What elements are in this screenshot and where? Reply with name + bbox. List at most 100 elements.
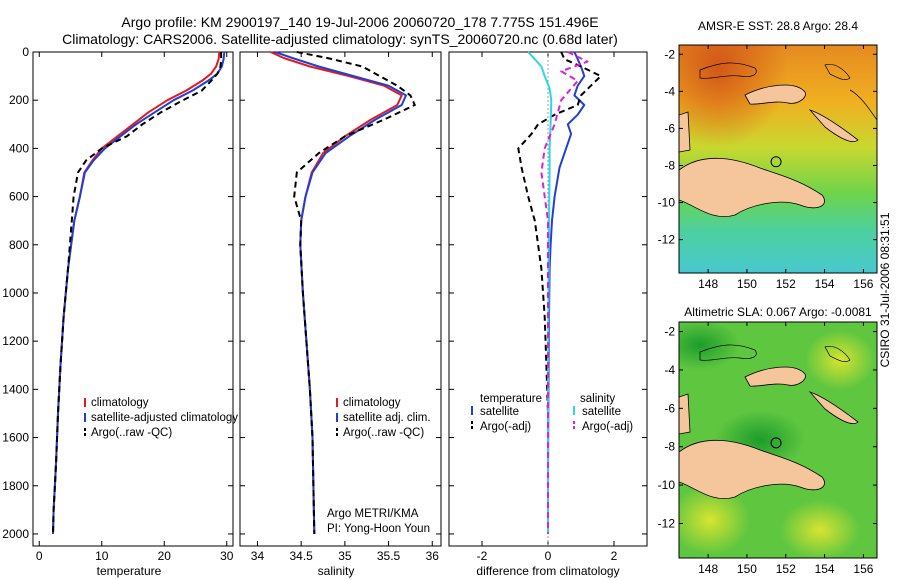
y-tick-label: 2000 <box>2 527 29 541</box>
sla-map-title: Altimetric SLA: 0.067 Argo: -0.0081 <box>684 305 872 319</box>
figure-title-line1: Argo profile: KM 2900197_140 19-Jul-2006… <box>121 14 598 30</box>
y-tick-label: 600 <box>9 190 29 204</box>
sla-map-frame <box>678 321 878 559</box>
figure-title-line2: Climatology: CARS2006. Satellite-adjuste… <box>62 31 618 47</box>
sla-map-ticks: 148 150 152 154 156 -2 -4 -6 -8 -10 -12 <box>658 322 877 576</box>
bougainville-land <box>808 391 859 424</box>
map-y-tick-label: -4 <box>664 84 675 98</box>
map-x-tick-label: 148 <box>698 562 718 576</box>
coast-outline-ireland <box>824 64 851 80</box>
legend-label-sal-argo: Argo(-adj) <box>582 421 633 433</box>
salinity-legend: climatology satellite adj. clim. Argo(..… <box>336 397 431 439</box>
temperature-ticks: 0 10 20 30 0 200 400 600 800 1000 1200 1400 1600 1800… <box>2 45 233 563</box>
new-guinea-land <box>679 157 825 217</box>
series-line-climatology <box>270 51 403 535</box>
difference-ticks: -2 0 2 <box>449 51 647 563</box>
sst-map-panel: AMSR-E SST: 28.8 Argo: 28.4 148 150 152 154… <box>658 19 878 291</box>
bougainville-land <box>808 109 859 142</box>
y-tick-label: 400 <box>9 141 29 155</box>
x-tick-label: 30 <box>220 549 234 563</box>
coast-outline <box>699 344 757 361</box>
coast-outline-ireland <box>824 346 851 362</box>
map-y-tick-label: -12 <box>658 233 676 247</box>
new-britain-land <box>744 84 806 105</box>
temperature-panel: 0 10 20 30 0 200 400 600 800 1000 1200 1400 1600 1800… <box>2 45 238 578</box>
legend-label-climatology: climatology <box>343 397 401 409</box>
legend-label-sal-satellite: satellite <box>582 406 621 418</box>
series-line-argo-raw-qc- <box>293 51 416 535</box>
legend-header-salinity: salinity <box>580 393 615 405</box>
legend-label-temp-satellite: satellite <box>480 406 519 418</box>
map-x-tick-label: 148 <box>698 277 718 291</box>
map-y-tick-label: -10 <box>658 478 676 492</box>
difference-xlabel: difference from climatology <box>476 564 619 578</box>
map-x-tick-label: 154 <box>815 562 835 576</box>
x-tick-label: 2 <box>611 549 618 563</box>
salinity-ticks: 34 34.5 35 35.5 36 <box>240 51 441 563</box>
map-y-tick-label: -2 <box>664 47 675 61</box>
credit-text: CSIRO 31-Jul-2006 08:31:51 <box>878 212 892 368</box>
legend-label-climatology: climatology <box>91 397 149 409</box>
map-y-tick-label: -6 <box>664 401 675 415</box>
sst-map-frame <box>678 44 878 274</box>
difference-legend: temperature satellite Argo(-adj) salinit… <box>471 393 633 433</box>
series-line-temperature-satellite <box>547 51 586 534</box>
map-y-tick-label: -6 <box>664 121 675 135</box>
map-x-tick-label: 156 <box>853 277 873 291</box>
annotation-line1: Argo METRI/KMA <box>327 508 419 520</box>
salinity-panel: 34 34.5 35 35.5 36 salinity climatology sate… <box>239 51 442 578</box>
x-tick-label: -2 <box>477 549 488 563</box>
x-tick-label: 35 <box>338 549 352 563</box>
x-tick-label: 10 <box>95 549 109 563</box>
legend-label-argo: Argo(..raw -QC) <box>343 427 424 439</box>
map-x-tick-label: 152 <box>776 277 796 291</box>
new-britain-land <box>744 366 806 387</box>
x-tick-label: 0 <box>545 549 552 563</box>
y-tick-label: 1400 <box>2 382 29 396</box>
new-guinea-land <box>679 439 825 499</box>
temperature-lines <box>52 51 226 535</box>
map-x-tick-label: 150 <box>737 277 757 291</box>
map-y-tick-label: -4 <box>664 363 675 377</box>
sst-map-ticks: 148 150 152 154 156 -2 -4 -6 -8 -10 -12 <box>658 45 877 291</box>
sla-high-anomaly <box>679 485 750 555</box>
x-tick-label: 35.5 <box>377 549 401 563</box>
y-tick-label: 800 <box>9 238 29 252</box>
temperature-axes-frame <box>32 51 234 547</box>
y-tick-label: 1000 <box>2 286 29 300</box>
coast-outline-east <box>849 89 877 121</box>
series-line-argo-raw-qc- <box>52 52 223 535</box>
x-tick-label: 34 <box>251 549 265 563</box>
salinity-xlabel: salinity <box>318 564 355 578</box>
x-tick-label: 36 <box>426 549 440 563</box>
y-tick-label: 1800 <box>2 479 29 493</box>
map-y-tick-label: -12 <box>658 516 676 530</box>
map-x-tick-label: 150 <box>737 562 757 576</box>
legend-label-satellite: satellite adj. clim. <box>343 412 431 424</box>
map-y-tick-label: -8 <box>664 158 675 172</box>
sst-map-title: AMSR-E SST: 28.8 Argo: 28.4 <box>698 19 858 33</box>
salinity-axes-frame <box>239 51 442 547</box>
legend-label-satellite: satellite-adjusted climatology <box>91 412 238 424</box>
sla-high-anomaly <box>805 330 875 390</box>
sla-map-field <box>679 322 877 558</box>
legend-label-temp-argo: Argo(-adj) <box>480 421 531 433</box>
y-tick-label: 0 <box>22 45 29 59</box>
y-tick-label: 200 <box>9 93 29 107</box>
map-y-tick-label: -10 <box>658 196 676 210</box>
x-tick-label: 0 <box>36 549 43 563</box>
coast-outline <box>699 62 757 79</box>
salinity-lines <box>270 51 416 535</box>
sla-high-anomaly <box>780 500 860 558</box>
series-line-temperature-argo-adj- <box>517 51 602 534</box>
annotation-line2: PI: Yong-Hoon Youn <box>327 523 430 535</box>
y-tick-label: 1600 <box>2 431 29 445</box>
map-x-tick-label: 152 <box>776 562 796 576</box>
series-line-satellite-adj-clim- <box>274 51 407 535</box>
mainland-land <box>679 111 691 153</box>
difference-lines <box>517 51 602 534</box>
map-y-tick-label: -8 <box>664 440 675 454</box>
sla-map-panel: Altimetric SLA: 0.067 Argo: -0.0081 148 1… <box>658 305 878 576</box>
mainland-land <box>679 393 691 435</box>
